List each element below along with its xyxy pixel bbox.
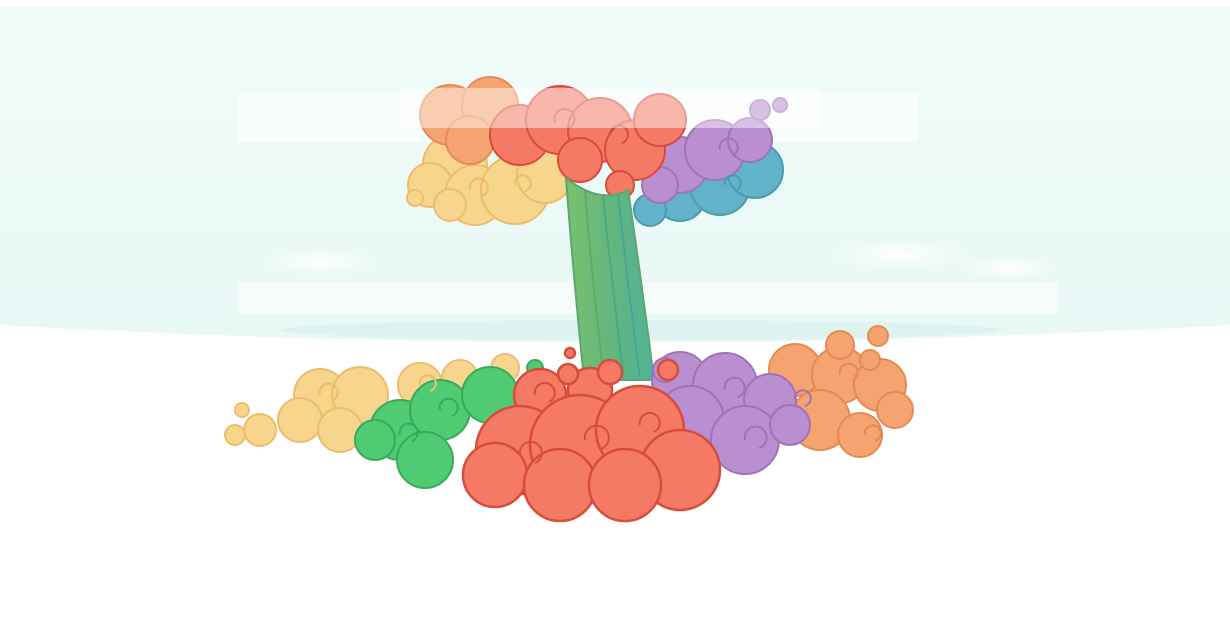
lower-mist-band <box>238 282 1058 314</box>
cap-purple-cloud <box>641 97 788 204</box>
base-swirl-details <box>318 362 882 464</box>
base-red-cloud <box>461 346 722 523</box>
cap-mist-overlay <box>400 88 820 128</box>
cap-swirl-details <box>468 108 742 197</box>
cap-yellow-cloud <box>406 132 574 226</box>
cap-red-cloud <box>489 85 687 200</box>
stem-stripes <box>584 189 641 379</box>
